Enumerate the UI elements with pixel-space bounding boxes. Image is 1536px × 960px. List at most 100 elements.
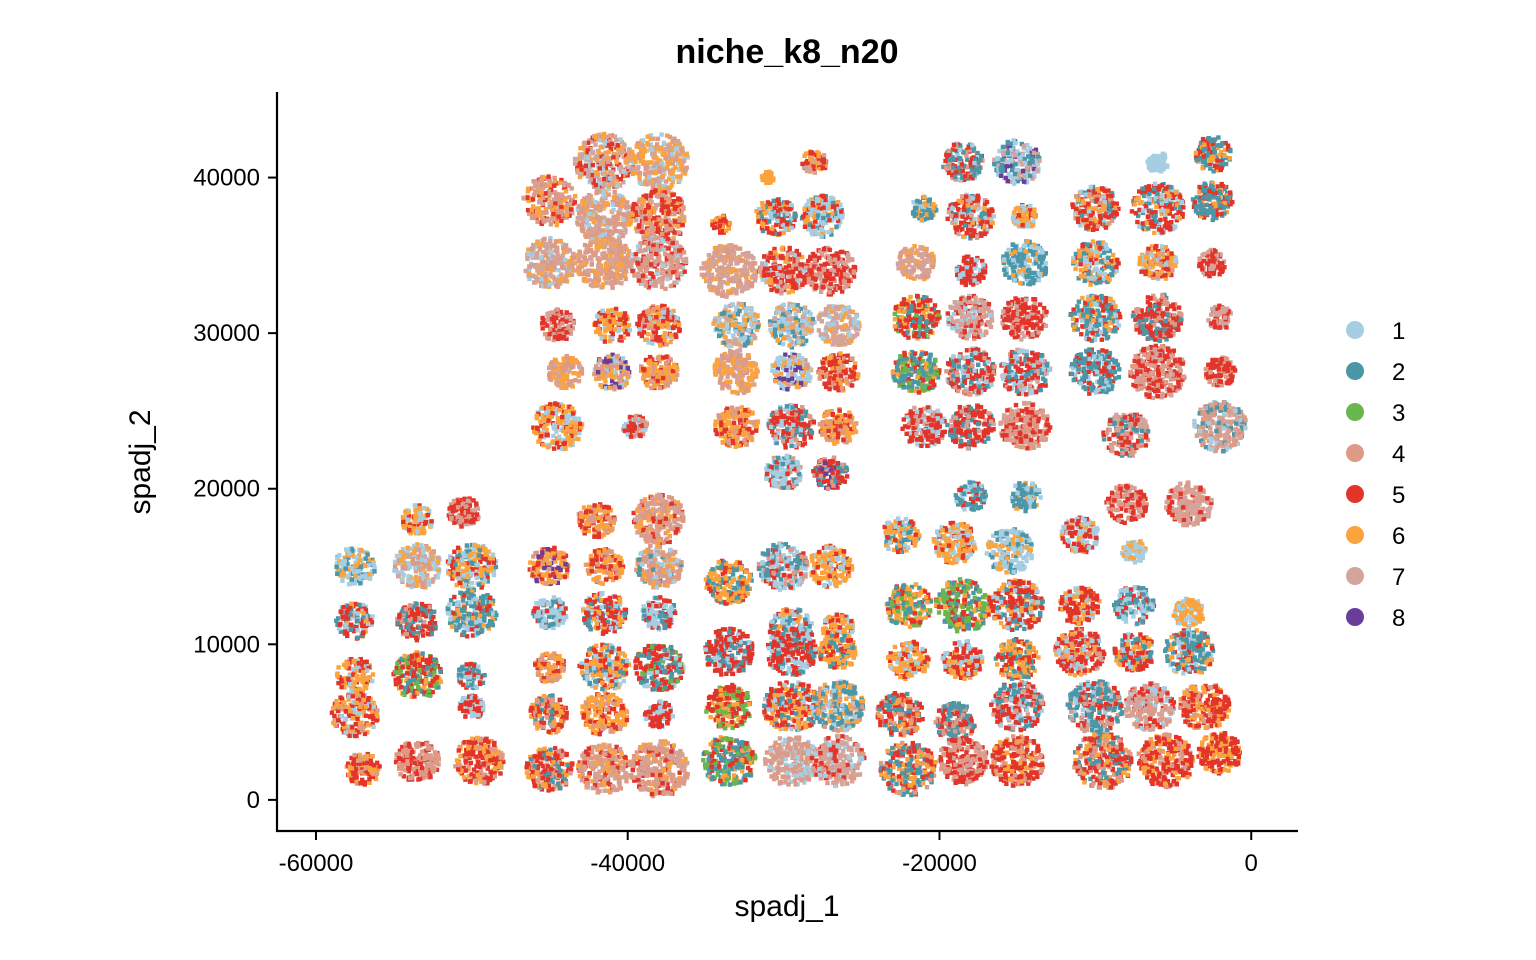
point [654, 155, 659, 160]
point [659, 379, 665, 384]
point [534, 413, 539, 419]
point [660, 197, 665, 202]
point [819, 268, 824, 274]
point [722, 340, 727, 345]
point [664, 354, 669, 359]
point [632, 201, 637, 207]
point [664, 316, 669, 321]
point [569, 356, 574, 361]
point [742, 286, 747, 292]
point [641, 366, 646, 372]
point [835, 260, 841, 266]
point [569, 259, 574, 265]
point [570, 211, 575, 216]
point [644, 163, 649, 168]
point [599, 180, 604, 185]
point [823, 207, 829, 212]
point [706, 253, 712, 258]
point [827, 323, 832, 328]
point [826, 213, 831, 218]
point [563, 409, 569, 414]
point [674, 365, 679, 371]
point [617, 312, 622, 317]
point [593, 270, 599, 276]
point [561, 372, 567, 378]
point [539, 177, 544, 183]
point [669, 256, 674, 261]
point [813, 260, 818, 265]
point [808, 265, 814, 270]
point [630, 152, 636, 158]
point [534, 251, 539, 257]
point [735, 312, 741, 317]
point [714, 326, 720, 331]
point [595, 237, 600, 243]
point [671, 308, 676, 314]
point [564, 336, 569, 341]
point [637, 327, 643, 332]
point [792, 252, 798, 257]
point [598, 203, 603, 208]
point [621, 168, 627, 174]
point [614, 138, 619, 143]
point [727, 269, 733, 275]
point [800, 161, 805, 167]
point [538, 255, 544, 261]
point [610, 384, 615, 389]
point [790, 278, 795, 283]
tissue-section [531, 401, 585, 452]
point [552, 205, 557, 210]
point [602, 179, 608, 184]
point [590, 203, 595, 208]
point [535, 211, 541, 217]
point [556, 373, 561, 378]
point [582, 196, 587, 201]
point [730, 322, 735, 328]
point [576, 253, 581, 258]
point [669, 311, 674, 317]
point [626, 429, 631, 434]
point [630, 428, 635, 433]
point [585, 140, 591, 146]
point [614, 174, 619, 180]
point [672, 157, 677, 163]
point [643, 171, 648, 177]
point [803, 309, 809, 314]
point [746, 251, 751, 256]
point [641, 218, 647, 224]
point [645, 255, 651, 261]
point [545, 421, 550, 426]
point [726, 289, 731, 294]
point [825, 268, 830, 274]
point [600, 251, 605, 257]
point [596, 270, 601, 276]
point [615, 238, 621, 244]
point [570, 379, 575, 384]
point [838, 276, 843, 281]
point [827, 314, 832, 319]
point [806, 276, 811, 281]
point [785, 221, 790, 226]
point [603, 379, 608, 384]
point [834, 224, 839, 229]
point [677, 152, 682, 157]
point [701, 266, 706, 271]
point [653, 205, 658, 211]
point [578, 146, 583, 151]
point [579, 172, 584, 177]
point [773, 256, 778, 261]
point [754, 327, 760, 332]
point [621, 197, 626, 202]
point [602, 204, 607, 209]
point [632, 273, 638, 278]
point [646, 236, 651, 241]
point [786, 284, 792, 289]
point [596, 360, 601, 365]
point [639, 226, 644, 231]
point [845, 258, 851, 264]
point [628, 167, 633, 173]
point [605, 225, 610, 230]
point [571, 411, 576, 416]
point [804, 168, 810, 174]
point [542, 332, 548, 337]
